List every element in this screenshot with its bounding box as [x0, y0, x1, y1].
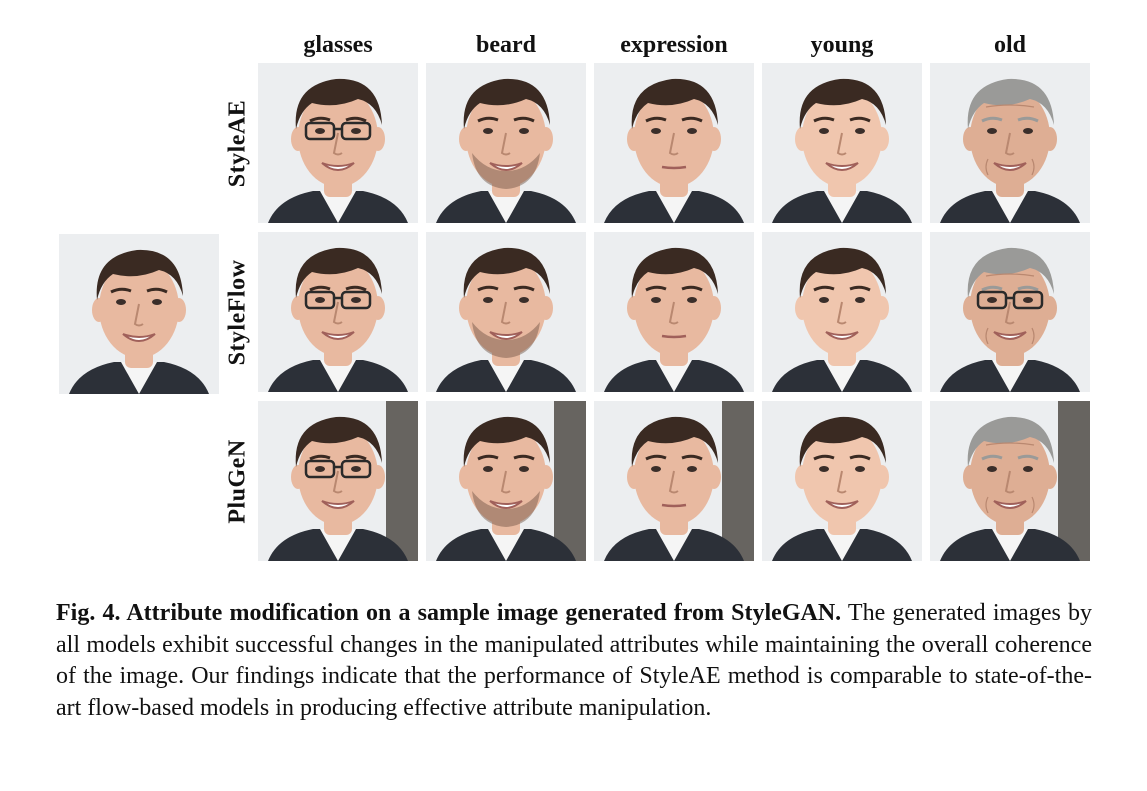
column-header-beard: beard: [476, 32, 536, 58]
row-label-styleae: StyleAE: [218, 63, 258, 223]
face-image-styleflow-young: [762, 232, 922, 392]
column-header-young: young: [810, 32, 874, 58]
face-image-plugen-young: [762, 401, 922, 561]
figure-caption: Fig. 4. Attribute modification on a samp…: [56, 598, 1092, 724]
row-label-text: StyleAE: [224, 99, 251, 187]
face-image-styleflow-old: [930, 232, 1090, 392]
row-label-plugen: PluGeN: [218, 401, 258, 561]
face-image-styleae-young: [762, 63, 922, 223]
face-image-plugen-expression: [594, 401, 754, 561]
face-image-plugen-beard: [426, 401, 586, 561]
column-header-old: old: [993, 32, 1026, 58]
column-header-glasses: glasses: [303, 32, 373, 58]
face-image-plugen-old: [930, 401, 1090, 561]
caption-body: The generated images by all models exhib…: [56, 600, 1092, 721]
face-image-styleflow-beard: [426, 232, 586, 392]
face-image-styleae-old: [930, 63, 1090, 223]
row-label-text: StyleFlow: [224, 259, 251, 365]
row-label-styleflow: StyleFlow: [218, 232, 258, 392]
column-header-expression: expression: [620, 32, 728, 58]
original-face-image: [59, 234, 219, 394]
face-image-styleae-expression: [594, 63, 754, 223]
face-image-styleflow-glasses: [258, 232, 418, 392]
row-label-text: PluGeN: [224, 438, 251, 524]
face-image-styleflow-expression: [594, 232, 754, 392]
caption-title: Fig. 4. Attribute modification on a samp…: [56, 600, 842, 626]
face-image-styleae-glasses: [258, 63, 418, 223]
face-image-styleae-beard: [426, 63, 586, 223]
face-image-plugen-glasses: [258, 401, 418, 561]
